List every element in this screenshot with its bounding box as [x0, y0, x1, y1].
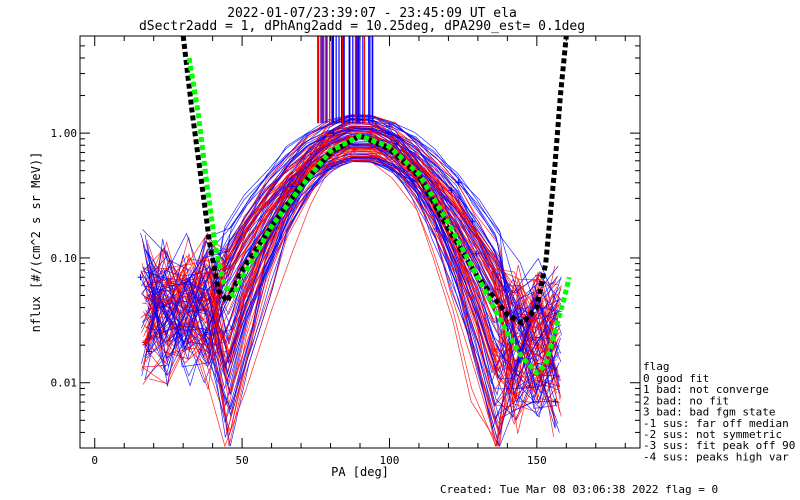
data-marks — [137, 123, 559, 405]
x-tick-label: 100 — [380, 454, 400, 467]
legend-entry: -3 sus: fit peak off 90 — [643, 439, 795, 452]
data-point-mark — [455, 179, 462, 186]
data-point-mark — [288, 183, 295, 190]
data-point-mark — [165, 280, 172, 287]
distribution-curve — [143, 153, 562, 417]
y-tick-label: 0.01 — [51, 377, 78, 390]
legend-entry: -4 sus: peaks high var — [643, 450, 789, 463]
legend-entry: 1 bad: not converge — [643, 383, 769, 396]
data-point-mark — [145, 348, 152, 355]
chart-subtitle: dSectr2add = 1, dPhAng2add = 10.25deg, d… — [139, 19, 585, 34]
data-point-mark — [448, 187, 455, 194]
legend: flag 0 good fit 1 bad: not converge 2 ba… — [643, 360, 795, 463]
data-point-mark — [142, 338, 149, 344]
legend-title: flag — [643, 360, 670, 373]
data-point-mark — [493, 364, 500, 371]
data-point-mark — [160, 303, 167, 310]
distribution-curve — [145, 160, 554, 417]
legend-entry: 2 bad: no fit — [643, 394, 729, 407]
x-tick-label: 150 — [527, 454, 547, 467]
legend-entry: -2 sus: not symmetric — [643, 428, 782, 441]
data-point-mark — [385, 129, 391, 136]
fit-curve-1 — [180, 36, 569, 326]
axes: 0 50 100 150 0.01 0.10 1.00 — [51, 35, 641, 467]
data-point-mark — [351, 146, 358, 153]
distribution-curve — [146, 156, 560, 351]
data-point-mark — [491, 346, 498, 353]
data-point-mark — [473, 250, 480, 257]
x-tick-label: 0 — [91, 454, 98, 467]
data-point-mark — [373, 153, 380, 160]
legend-entry: 3 bad: bad fgm state — [643, 406, 775, 419]
distribution-curve — [142, 116, 557, 346]
distribution-curve — [148, 143, 562, 337]
distribution-curve — [140, 123, 560, 394]
distribution-curve — [146, 143, 559, 391]
distribution-curve — [146, 131, 559, 372]
fit-curve-2 — [186, 57, 572, 376]
legend-entry: -1 sus: far off median — [643, 417, 789, 430]
data-point-mark — [262, 201, 269, 208]
data-point-mark — [393, 140, 400, 147]
distribution-curve — [148, 122, 560, 390]
data-point-mark — [409, 178, 416, 185]
distribution-curve — [146, 128, 560, 447]
distribution-curve — [148, 158, 559, 436]
legend-entry: 0 good fit — [643, 372, 709, 385]
fit-curves — [180, 36, 572, 376]
y-tick-label: 0.10 — [51, 252, 78, 265]
footer-text: Created: Tue Mar 08 03:06:38 2022 flag =… — [440, 483, 718, 496]
data-point-mark — [202, 329, 209, 336]
y-tick-label: 1.00 — [51, 127, 78, 140]
data-point-mark — [324, 131, 331, 138]
data-point-mark — [517, 346, 524, 353]
data-point-mark — [535, 272, 541, 279]
data-point-mark — [552, 398, 559, 405]
distribution-curve — [147, 128, 562, 380]
data-point-mark — [137, 274, 144, 281]
chart-title: 2022-01-07/23:39:07 - 23:45:09 UT ela — [227, 6, 517, 21]
data-point-mark — [160, 362, 167, 369]
data-point-mark — [386, 123, 393, 130]
spaghetti-curves — [140, 36, 563, 448]
y-axis-label: nflux [#/(cm^2 s sr MeV)] — [29, 152, 43, 333]
data-point-mark — [529, 317, 536, 324]
x-tick-label: 50 — [235, 454, 248, 467]
distribution-curve — [143, 155, 557, 434]
distribution-curve — [142, 152, 561, 404]
data-point-mark — [469, 218, 476, 225]
data-point-mark — [533, 276, 540, 283]
data-point-mark — [367, 145, 374, 152]
distribution-curve — [146, 126, 556, 379]
x-axis-label: PA [deg] — [331, 465, 389, 479]
data-point-mark — [433, 225, 440, 232]
data-point-mark — [366, 129, 373, 136]
distribution-curve — [148, 159, 554, 423]
distribution-curve — [142, 123, 554, 395]
data-point-mark — [330, 130, 337, 137]
data-point-mark — [241, 293, 248, 299]
data-point-mark — [515, 358, 522, 365]
